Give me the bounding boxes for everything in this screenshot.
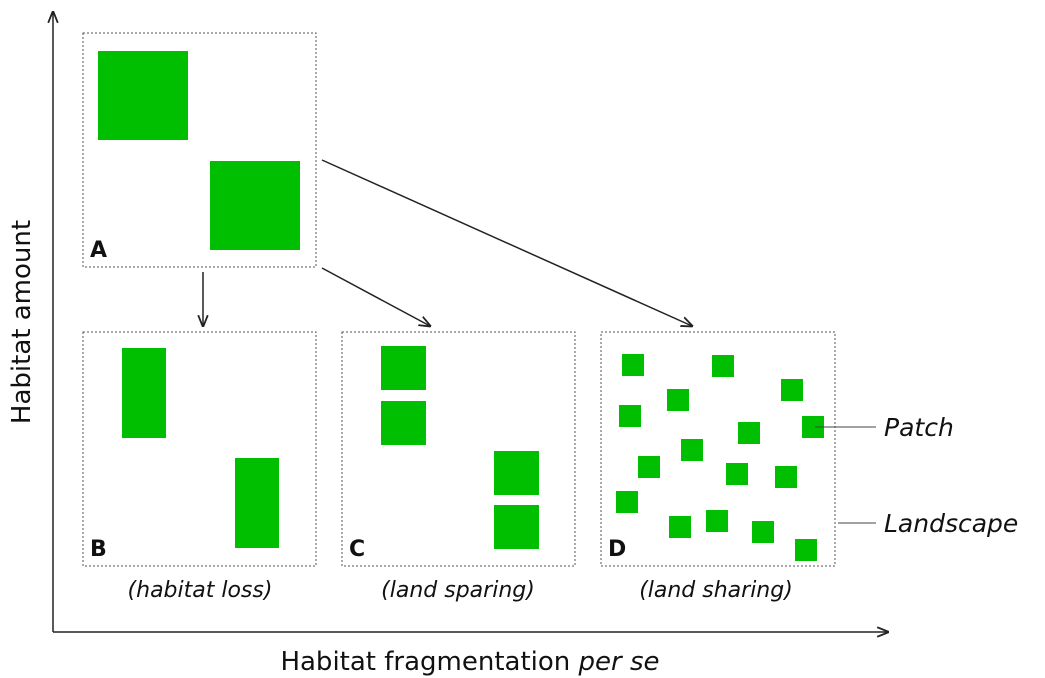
patch [712, 355, 734, 377]
patch [681, 439, 703, 461]
panel-letter: D [608, 537, 626, 562]
patch [622, 354, 644, 376]
panel-letter: B [90, 537, 107, 562]
patch [667, 389, 689, 411]
panel-letter: A [90, 238, 107, 263]
patch [775, 466, 797, 488]
x-axis-label: Habitat fragmentation per se [280, 647, 659, 677]
panel-c [341, 331, 576, 567]
panel-letter: C [349, 537, 365, 562]
y-axis-label: Habitat amount [7, 220, 37, 424]
arrow [321, 267, 430, 326]
arrow [321, 159, 692, 326]
small-patches [616, 354, 824, 561]
patch [616, 491, 638, 513]
patch [381, 346, 426, 390]
panel-caption: (land sparing) [381, 578, 535, 603]
patch [752, 521, 774, 543]
panel-b [82, 331, 317, 567]
patch [638, 456, 660, 478]
patch [781, 379, 803, 401]
patch [669, 516, 691, 538]
patch [795, 539, 817, 561]
patch [619, 405, 641, 427]
patch [494, 451, 539, 495]
patch [381, 401, 426, 445]
patch [706, 510, 728, 532]
patch [235, 458, 279, 548]
x-axis-label-italic: per se [578, 647, 660, 677]
patch [494, 505, 539, 549]
patch [802, 416, 824, 438]
annotation: Landscape [884, 509, 1018, 538]
panel-caption: (habitat loss) [128, 578, 273, 603]
patch [122, 348, 166, 438]
patch [98, 51, 188, 140]
panel-caption: (land sharing) [639, 578, 793, 603]
x-axis-label-text: Habitat fragmentation [280, 647, 578, 677]
annotation: Patch [884, 413, 954, 442]
patch [726, 463, 748, 485]
patch [738, 422, 760, 444]
patch [210, 161, 300, 250]
